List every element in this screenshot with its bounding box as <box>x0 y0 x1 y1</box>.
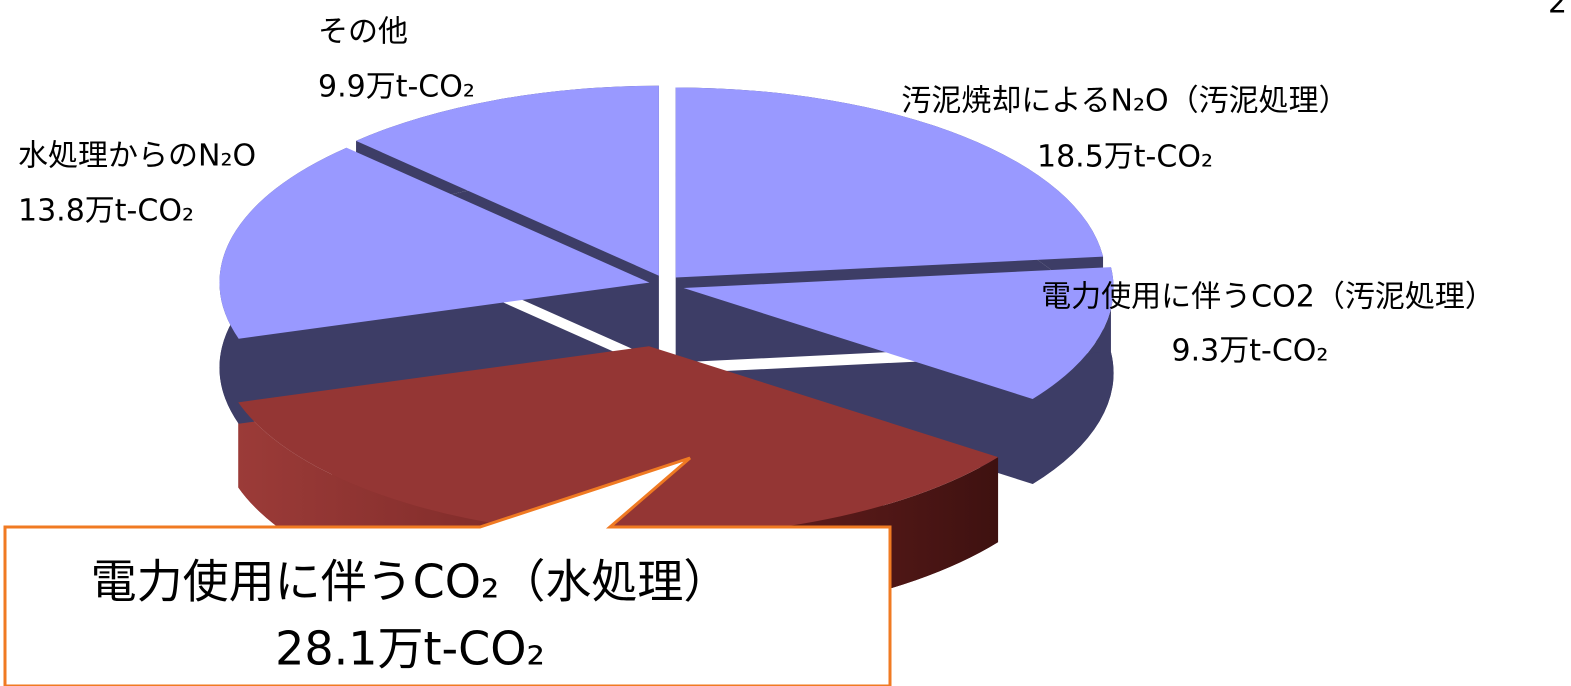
slice <box>675 87 1104 278</box>
value-label: 28.1万t-CO₂ <box>275 622 545 676</box>
labels: 汚泥焼却によるN₂O（汚泥処理） 18.5万t-CO₂ 電力使用に伴うCO2（汚泥処… <box>18 15 1495 676</box>
slice <box>683 267 1114 399</box>
slice-label: その他 <box>318 15 408 50</box>
slice <box>219 147 650 339</box>
slice <box>238 346 999 537</box>
pie-tops <box>219 85 1114 537</box>
page-number: 2 <box>1548 0 1567 21</box>
value-label: 13.8万t-CO₂ <box>18 194 194 229</box>
slice-label: 汚泥焼却によるN₂O（汚泥処理） <box>901 84 1348 119</box>
slice <box>356 85 659 276</box>
slice-label: 水処理からのN₂O <box>18 139 256 174</box>
slice-label: 電力使用に伴うCO₂（水処理） <box>91 555 730 609</box>
value-label: 18.5万t-CO₂ <box>1037 140 1213 175</box>
value-label: 9.9万t-CO₂ <box>318 70 475 105</box>
slice-label: 電力使用に伴うCO2（汚泥処理） <box>1041 280 1495 315</box>
callout-box <box>3 456 892 686</box>
value-label: 9.3万t-CO₂ <box>1172 334 1329 369</box>
